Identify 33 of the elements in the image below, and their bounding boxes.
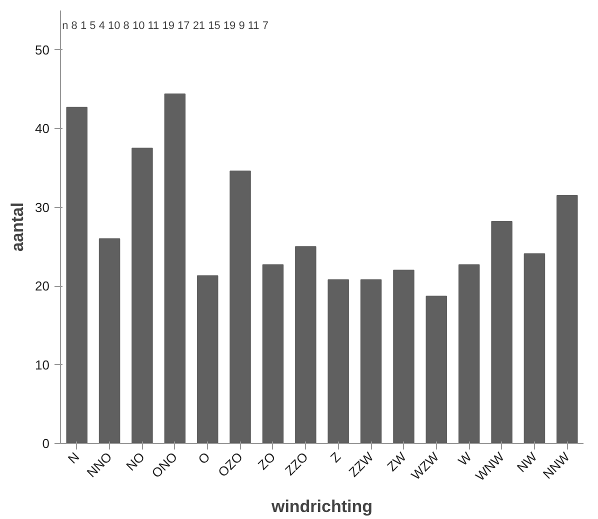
y-axis-title: aantal [8,202,28,252]
x-tick-label: Z [327,449,344,466]
y-tick-label: 30 [35,200,50,215]
y-tick-label: 40 [35,121,50,136]
bar [556,195,578,444]
bar [295,246,316,444]
y-tick-label: 20 [35,278,50,294]
x-tick-label: ZO [254,449,278,473]
bar [196,275,218,444]
bar [393,270,414,444]
x-tick-label: NW [514,448,540,476]
bar [524,253,546,444]
bar [132,148,153,444]
bar [491,220,512,444]
bar [230,170,251,444]
bar [328,279,349,444]
annotation: n 8 1 5 4 10 8 10 11 19 17 21 15 19 9 11 7 [62,20,268,32]
x-tick-label: O [195,449,213,467]
y-tick-label: 10 [35,357,50,372]
bar [98,238,120,444]
x-axis-title: windrichting [270,497,373,516]
x-tick-label: NO [123,449,148,474]
y-tick-label: 50 [35,42,50,58]
bar [458,264,480,444]
bar [164,93,186,444]
bar [262,264,284,444]
x-tick-label: W [455,448,475,468]
y-tick-label: 0 [42,436,50,451]
x-tick-label: ZW [384,448,410,474]
bar [360,279,382,444]
bar [426,296,448,444]
x-tick-label: N [64,449,82,466]
bar [66,106,88,444]
